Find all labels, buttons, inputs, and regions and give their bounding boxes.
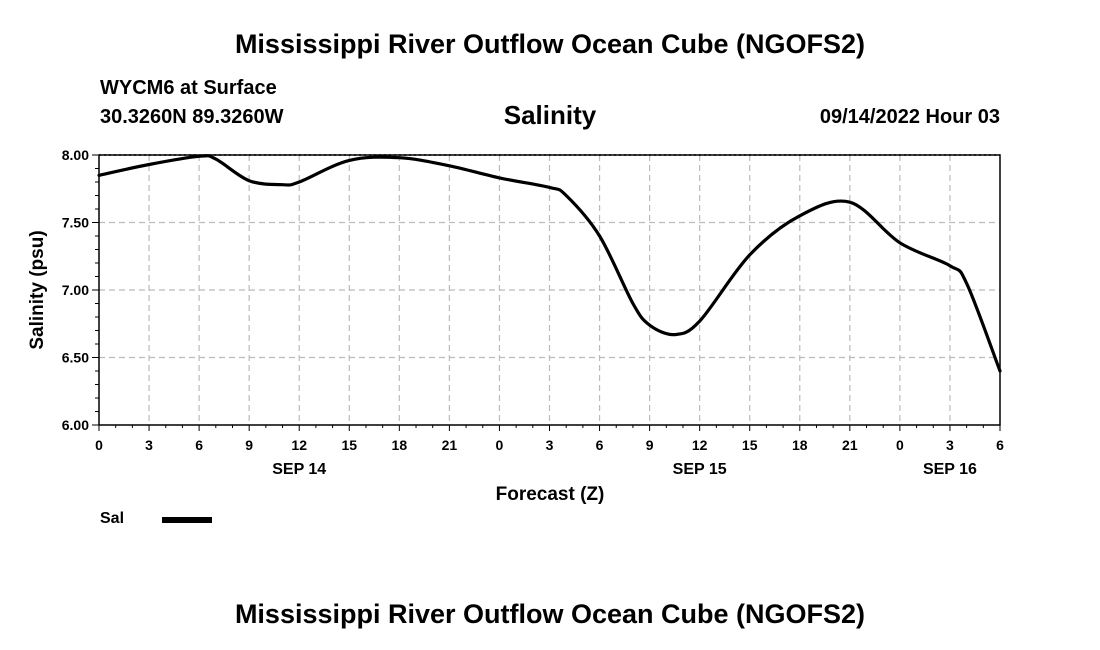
y-tick-label: 6.00 [62, 417, 89, 433]
x-tick-label: 9 [646, 437, 654, 453]
label-layer: 0 3 6 9 12 15 18 21 0 3 6 9 12 15 18 21 0 3 6 6.00 6.50 7.00 7… [62, 147, 1004, 478]
x-tick-label: 3 [546, 437, 554, 453]
x-tick-label: 9 [245, 437, 253, 453]
chart-title-top: Mississippi River Outflow Ocean Cube (NG… [234, 29, 866, 59]
date-label: SEP 14 [272, 461, 326, 478]
x-tick-label: 21 [842, 437, 858, 453]
x-tick-label: 3 [946, 437, 954, 453]
y-tick-label: 7.00 [62, 282, 89, 298]
grid-layer [99, 154, 1000, 425]
x-tick-label: 12 [692, 437, 708, 453]
x-tick-label: 18 [392, 437, 408, 453]
chart-title-bottom: Mississippi River Outflow Ocean Cube (NG… [234, 599, 866, 629]
y-tick-label: 6.50 [62, 350, 89, 366]
x-tick-label: 6 [596, 437, 604, 453]
y-tick-label: 8.00 [62, 147, 89, 163]
x-tick-label: 6 [996, 437, 1004, 453]
x-tick-label: 0 [896, 437, 904, 453]
date-label: SEP 16 [923, 461, 977, 478]
station-coordinates: 30.3260N 89.3260W [100, 106, 284, 128]
x-tick-label: 15 [341, 437, 357, 453]
variable-title: Salinity [503, 100, 597, 130]
x-tick-label: 0 [95, 437, 103, 453]
x-tick-label: 18 [792, 437, 808, 453]
y-axis-label: Salinity (psu) [27, 230, 48, 349]
y-tick-label: 7.50 [62, 215, 89, 231]
x-tick-label: 15 [742, 437, 758, 453]
x-tick-label: 12 [291, 437, 307, 453]
legend-swatch [162, 517, 212, 523]
x-tick-label: 21 [442, 437, 458, 453]
series-line-sal [97, 154, 1002, 373]
x-tick-label: 3 [145, 437, 153, 453]
date-label: SEP 15 [673, 461, 727, 478]
forecast-timestamp: 09/14/2022 Hour 03 [819, 106, 1000, 128]
x-tick-label: 0 [496, 437, 504, 453]
x-tick-label: 6 [195, 437, 203, 453]
legend-label: Sal [100, 510, 125, 527]
tick-layer [92, 154, 1001, 431]
x-axis-label: Forecast (Z) [496, 484, 605, 505]
station-label: WYCM6 at Surface [100, 77, 277, 99]
